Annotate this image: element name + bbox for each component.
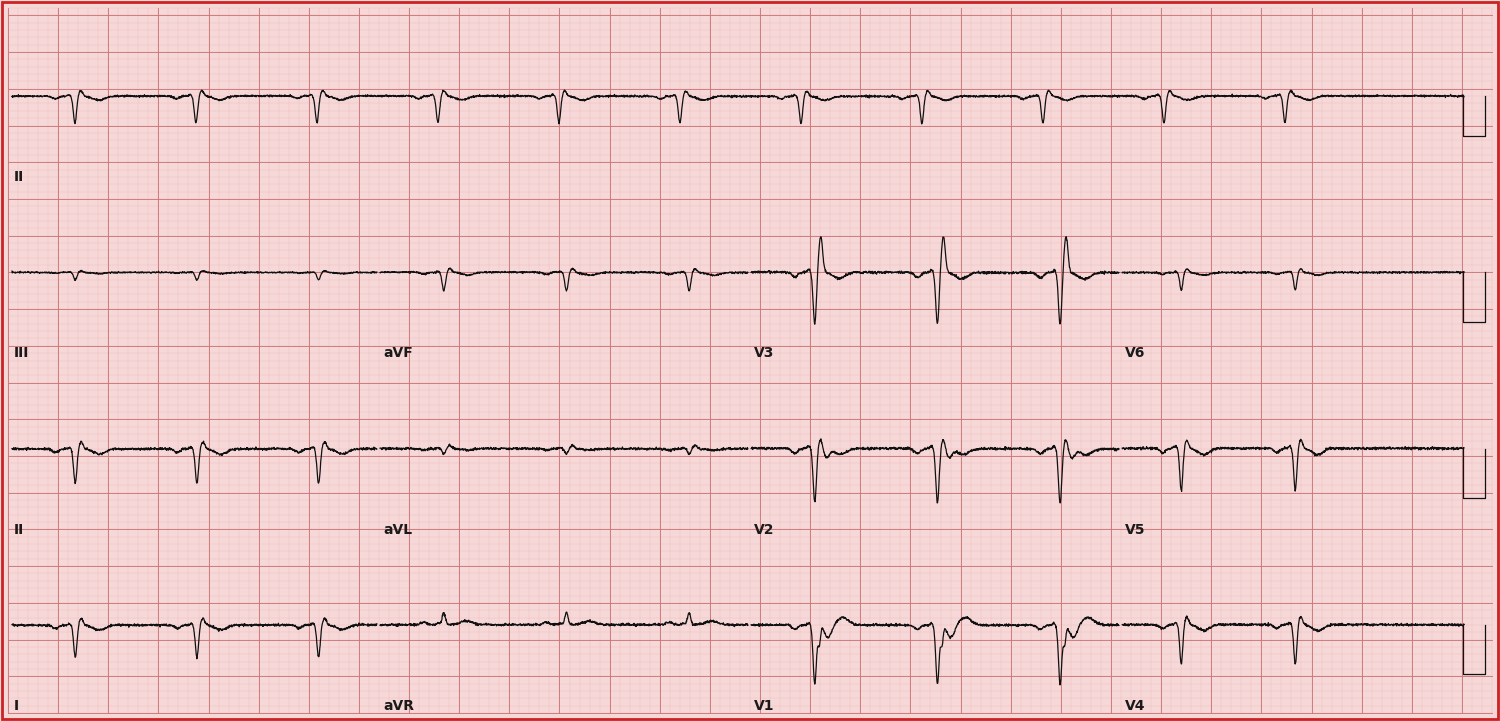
Text: aVR: aVR (382, 699, 414, 713)
Text: III: III (13, 346, 30, 360)
Text: V4: V4 (1125, 699, 1146, 713)
Text: I: I (13, 699, 20, 713)
Text: aVL: aVL (382, 523, 412, 536)
Text: II: II (13, 170, 24, 184)
Text: V2: V2 (754, 523, 774, 536)
Text: II: II (13, 523, 24, 536)
Text: aVF: aVF (382, 346, 412, 360)
Text: V6: V6 (1125, 346, 1146, 360)
Text: V3: V3 (754, 346, 774, 360)
Text: V1: V1 (754, 699, 774, 713)
Text: V5: V5 (1125, 523, 1146, 536)
